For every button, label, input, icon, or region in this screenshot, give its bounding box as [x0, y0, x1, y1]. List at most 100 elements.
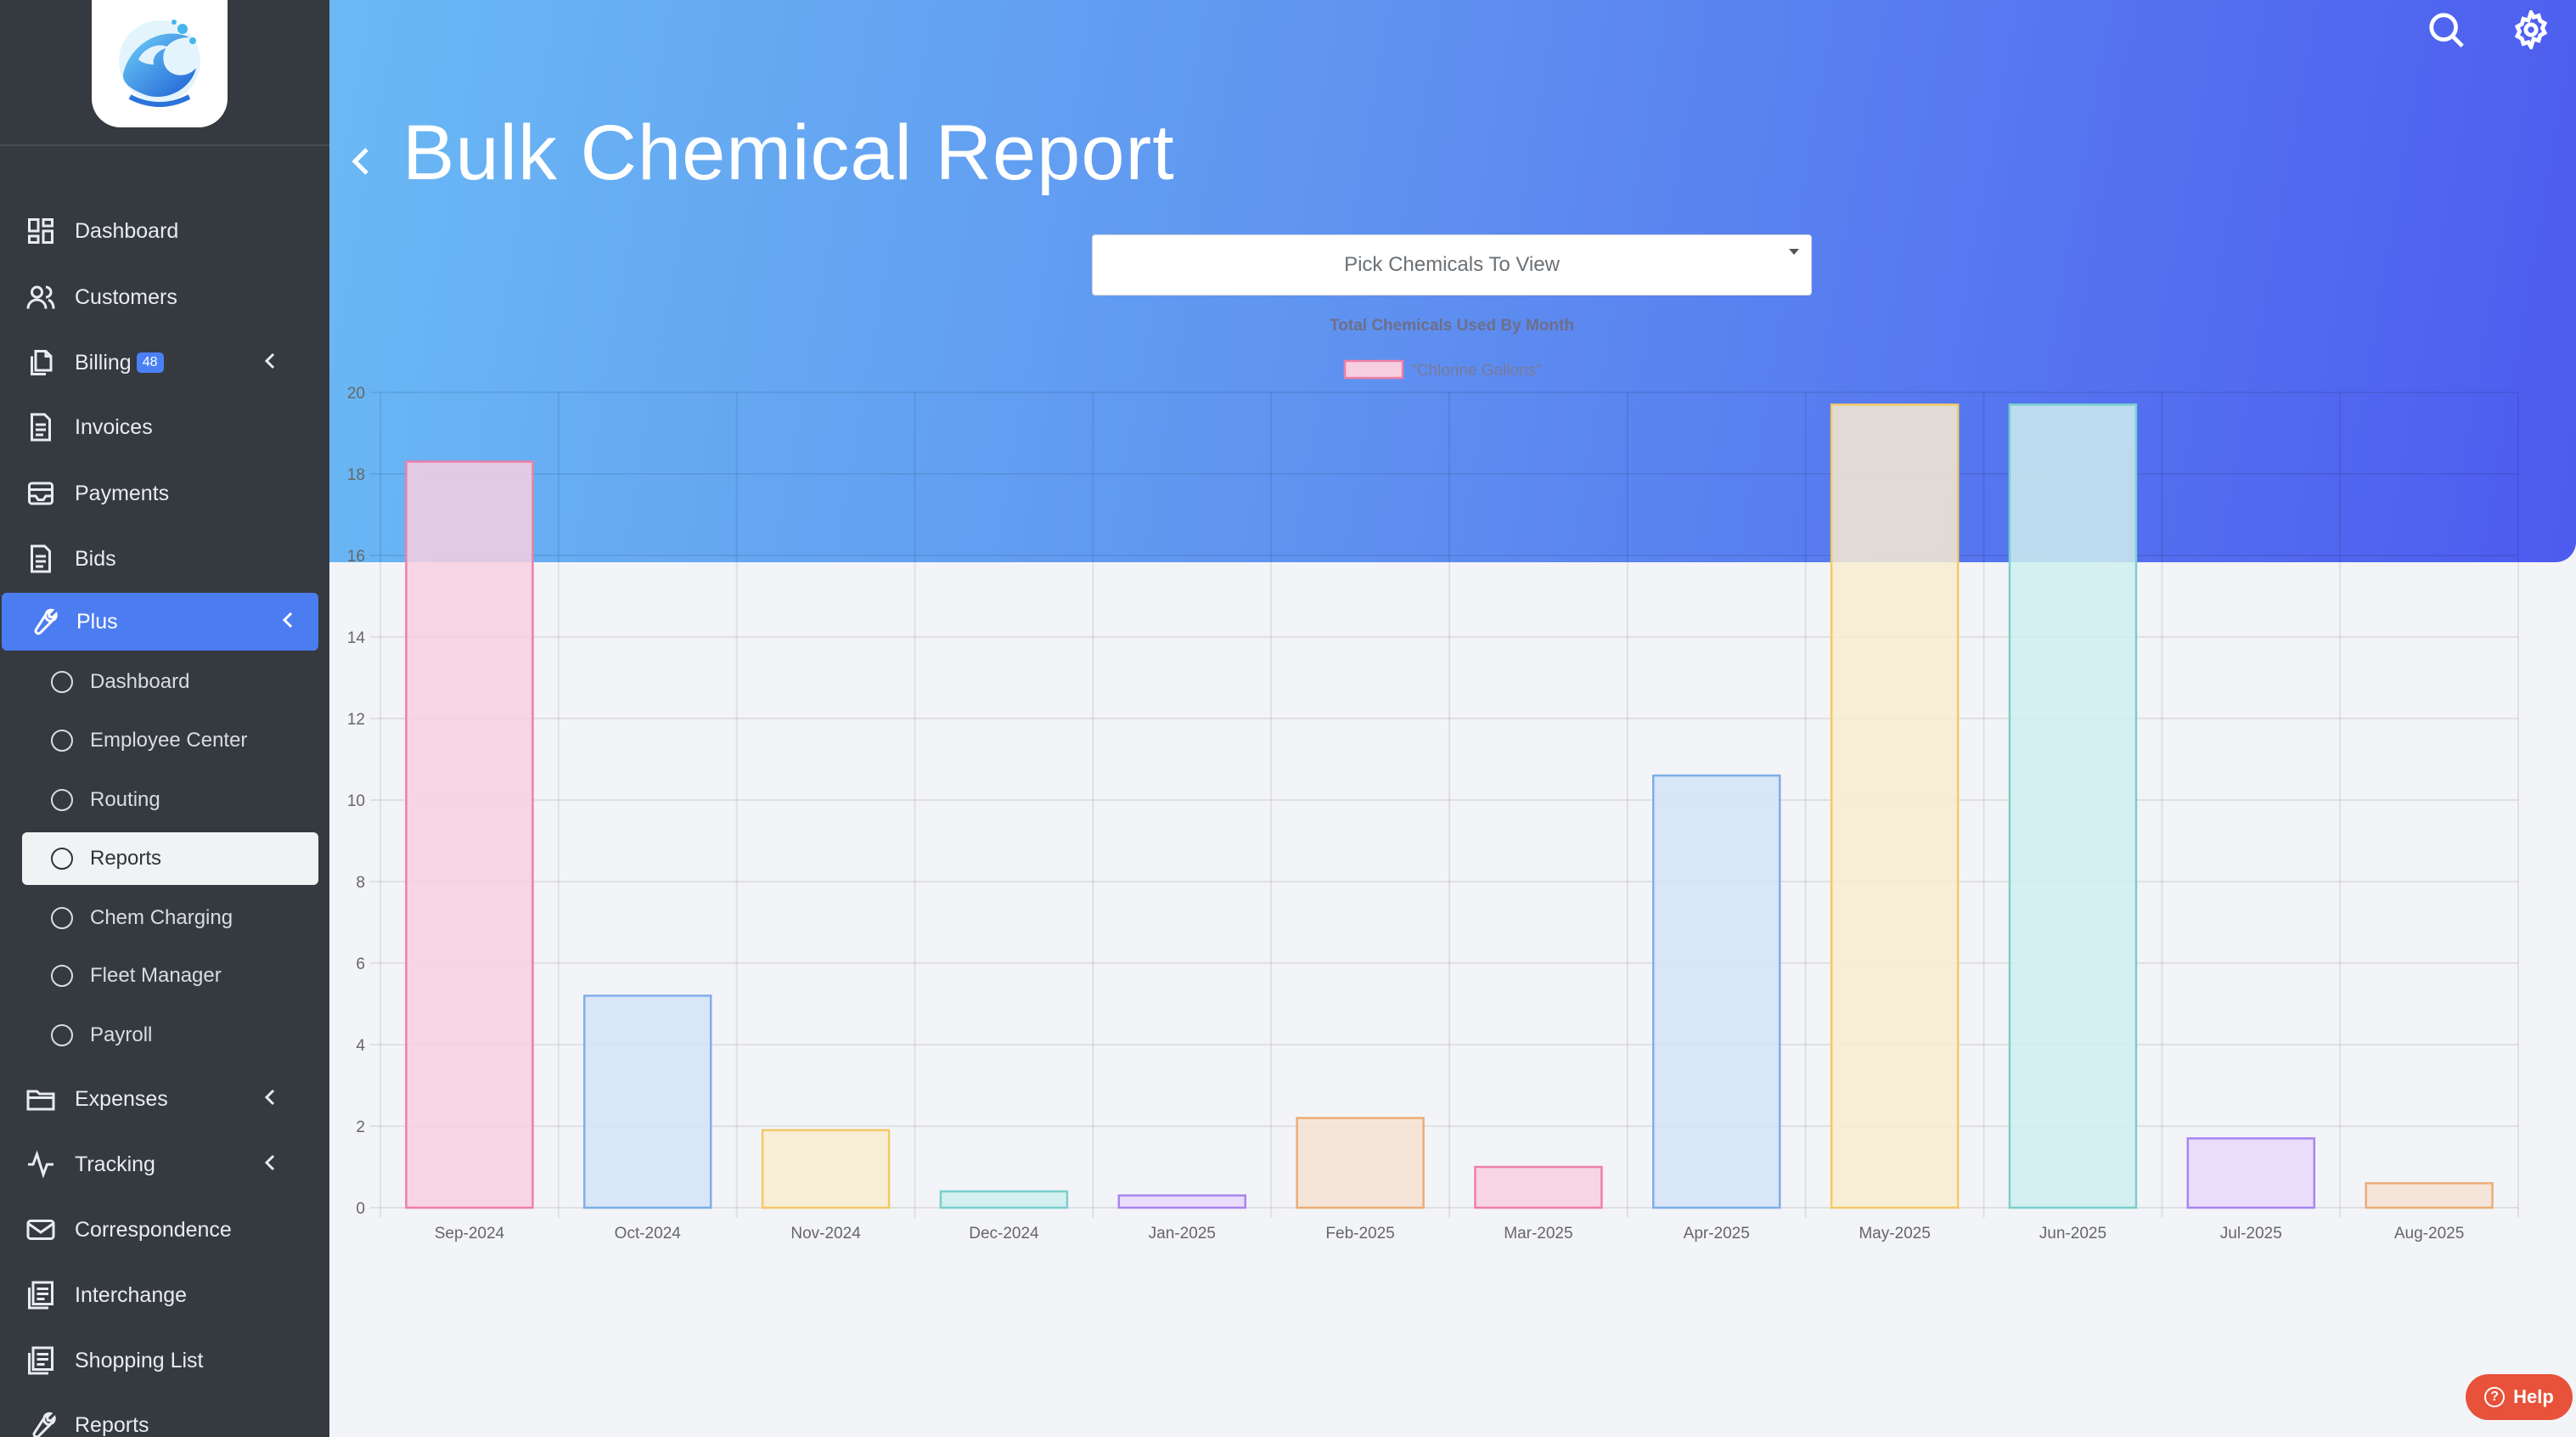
y-tick-label: 10 [347, 792, 365, 810]
x-tick-label: Nov-2024 [790, 1225, 861, 1243]
sidebar-item-bids[interactable]: Bids [0, 530, 329, 588]
chevron-left-icon[interactable] [262, 1087, 278, 1107]
plus-subitem-reports[interactable]: Reports [22, 832, 318, 885]
x-tick-label: Aug-2025 [2394, 1225, 2464, 1243]
plus-subitem-routing[interactable]: Routing [22, 774, 318, 826]
circle-icon [51, 907, 73, 929]
circle-icon [51, 671, 73, 693]
sidebar-item-label: Reports [75, 1412, 149, 1437]
sidebar-item-label: Dashboard [75, 218, 179, 243]
search-icon[interactable] [2427, 10, 2466, 49]
plus-subitem-fleet-manager[interactable]: Fleet Manager [22, 950, 318, 1002]
x-tick-label: Feb-2025 [1325, 1225, 1394, 1243]
question-icon: ? [2484, 1387, 2506, 1407]
sidebar-item-label: Expenses [75, 1086, 168, 1111]
sidebar-item-shopping-list[interactable]: Shopping List [0, 1332, 329, 1389]
chevron-down-icon[interactable] [279, 610, 296, 630]
stack-icon [24, 1344, 58, 1378]
caret-down-icon [1789, 249, 1799, 255]
billing-count-badge: 48 [136, 352, 164, 373]
plus-subitem-chem-charging[interactable]: Chem Charging [22, 892, 318, 944]
bar-jul-2025[interactable] [2186, 1137, 2315, 1209]
inbox-icon [24, 476, 58, 510]
subitem-label: Payroll [90, 1023, 153, 1046]
sidebar-item-plus[interactable]: Plus [2, 593, 318, 651]
sidebar-item-customers[interactable]: Customers [0, 268, 329, 326]
sidebar-item-reports[interactable]: Reports [0, 1396, 329, 1437]
subitem-label: Routing [90, 788, 160, 811]
page-title: Bulk Chemical Report [402, 110, 1175, 196]
bar-sep-2024[interactable] [405, 460, 534, 1209]
bar-dec-2024[interactable] [939, 1190, 1069, 1209]
y-tick-label: 8 [356, 874, 365, 892]
chevron-left-icon[interactable] [262, 351, 278, 371]
sidebar-item-label: Billing [75, 350, 132, 375]
sidebar: Dashboard Customers Billing 48 Invoices … [0, 0, 329, 1437]
sidebar-item-payments[interactable]: Payments [0, 465, 329, 522]
sidebar-item-label: Tracking [75, 1152, 155, 1176]
bar-nov-2024[interactable] [761, 1129, 891, 1209]
bar-feb-2025[interactable] [1296, 1117, 1425, 1209]
plus-subitem-payroll[interactable]: Payroll [22, 1009, 318, 1062]
subitem-label: Dashboard [90, 670, 190, 693]
sidebar-item-label: Plus [76, 609, 118, 634]
x-tick-label: Apr-2025 [1684, 1225, 1750, 1243]
y-tick-label: 4 [356, 1037, 365, 1055]
bar-oct-2024[interactable] [583, 995, 712, 1209]
subitem-label: Fleet Manager [90, 964, 222, 987]
circle-icon [51, 965, 73, 987]
plus-subitem-dashboard[interactable]: Dashboard [22, 656, 318, 708]
y-tick-label: 0 [356, 1200, 365, 1218]
bar-mar-2025[interactable] [1474, 1165, 1603, 1209]
bar-jun-2025[interactable] [2008, 403, 2138, 1209]
chemical-select[interactable]: Pick Chemicals To View [1092, 234, 1812, 296]
y-tick-label: 2 [356, 1119, 365, 1136]
sidebar-item-expenses[interactable]: Expenses [0, 1070, 329, 1128]
billing-icon [24, 346, 58, 380]
gear-icon[interactable] [2511, 8, 2551, 52]
x-tick-label: Oct-2024 [615, 1225, 682, 1243]
x-tick-label: Jan-2025 [1149, 1225, 1216, 1243]
sidebar-item-correspondence[interactable]: Correspondence [0, 1201, 329, 1259]
mail-icon [24, 1213, 58, 1247]
x-tick-label: Jun-2025 [2039, 1225, 2106, 1243]
folder-icon [24, 1082, 58, 1116]
subitem-label: Chem Charging [90, 906, 233, 929]
sidebar-item-dashboard[interactable]: Dashboard [0, 202, 329, 260]
sidebar-item-label: Shopping List [75, 1348, 204, 1372]
chevron-left-icon[interactable] [262, 1152, 278, 1173]
dashboard-icon [24, 214, 58, 248]
bar-apr-2025[interactable] [1652, 774, 1781, 1209]
circle-icon [51, 1024, 73, 1046]
circle-icon [51, 789, 73, 811]
sidebar-divider [0, 144, 329, 146]
sidebar-item-label: Payments [75, 481, 170, 505]
sidebar-item-interchange[interactable]: Interchange [0, 1266, 329, 1324]
chemical-select-placeholder: Pick Chemicals To View [1344, 253, 1560, 276]
sidebar-item-billing[interactable]: Billing 48 [0, 334, 329, 392]
stack-icon [24, 1278, 58, 1312]
company-logo[interactable] [92, 0, 228, 127]
plus-subitem-employee-center[interactable]: Employee Center [22, 714, 318, 767]
back-chevron-icon[interactable] [348, 144, 374, 178]
x-tick-label: Mar-2025 [1504, 1225, 1572, 1243]
x-tick-label: Jul-2025 [2220, 1225, 2282, 1243]
help-button[interactable]: ? Help [2466, 1374, 2573, 1420]
bar-jan-2025[interactable] [1117, 1194, 1246, 1209]
x-tick-label: Dec-2024 [969, 1225, 1039, 1243]
y-tick-label: 6 [356, 955, 365, 973]
y-tick-label: 12 [347, 711, 365, 729]
wrench-icon [24, 1408, 58, 1437]
circle-icon [51, 730, 73, 752]
sidebar-item-label: Interchange [75, 1282, 188, 1307]
users-icon [24, 280, 58, 314]
bar-may-2025[interactable] [1830, 403, 1960, 1209]
help-label: Help [2513, 1386, 2554, 1407]
sidebar-item-label: Correspondence [75, 1217, 232, 1242]
subitem-label: Employee Center [90, 729, 248, 752]
sidebar-item-tracking[interactable]: Tracking [0, 1136, 329, 1193]
sidebar-item-label: Customers [75, 285, 177, 309]
y-tick-label: 14 [347, 629, 366, 647]
bar-aug-2025[interactable] [2365, 1181, 2494, 1209]
sidebar-item-invoices[interactable]: Invoices [0, 398, 329, 456]
